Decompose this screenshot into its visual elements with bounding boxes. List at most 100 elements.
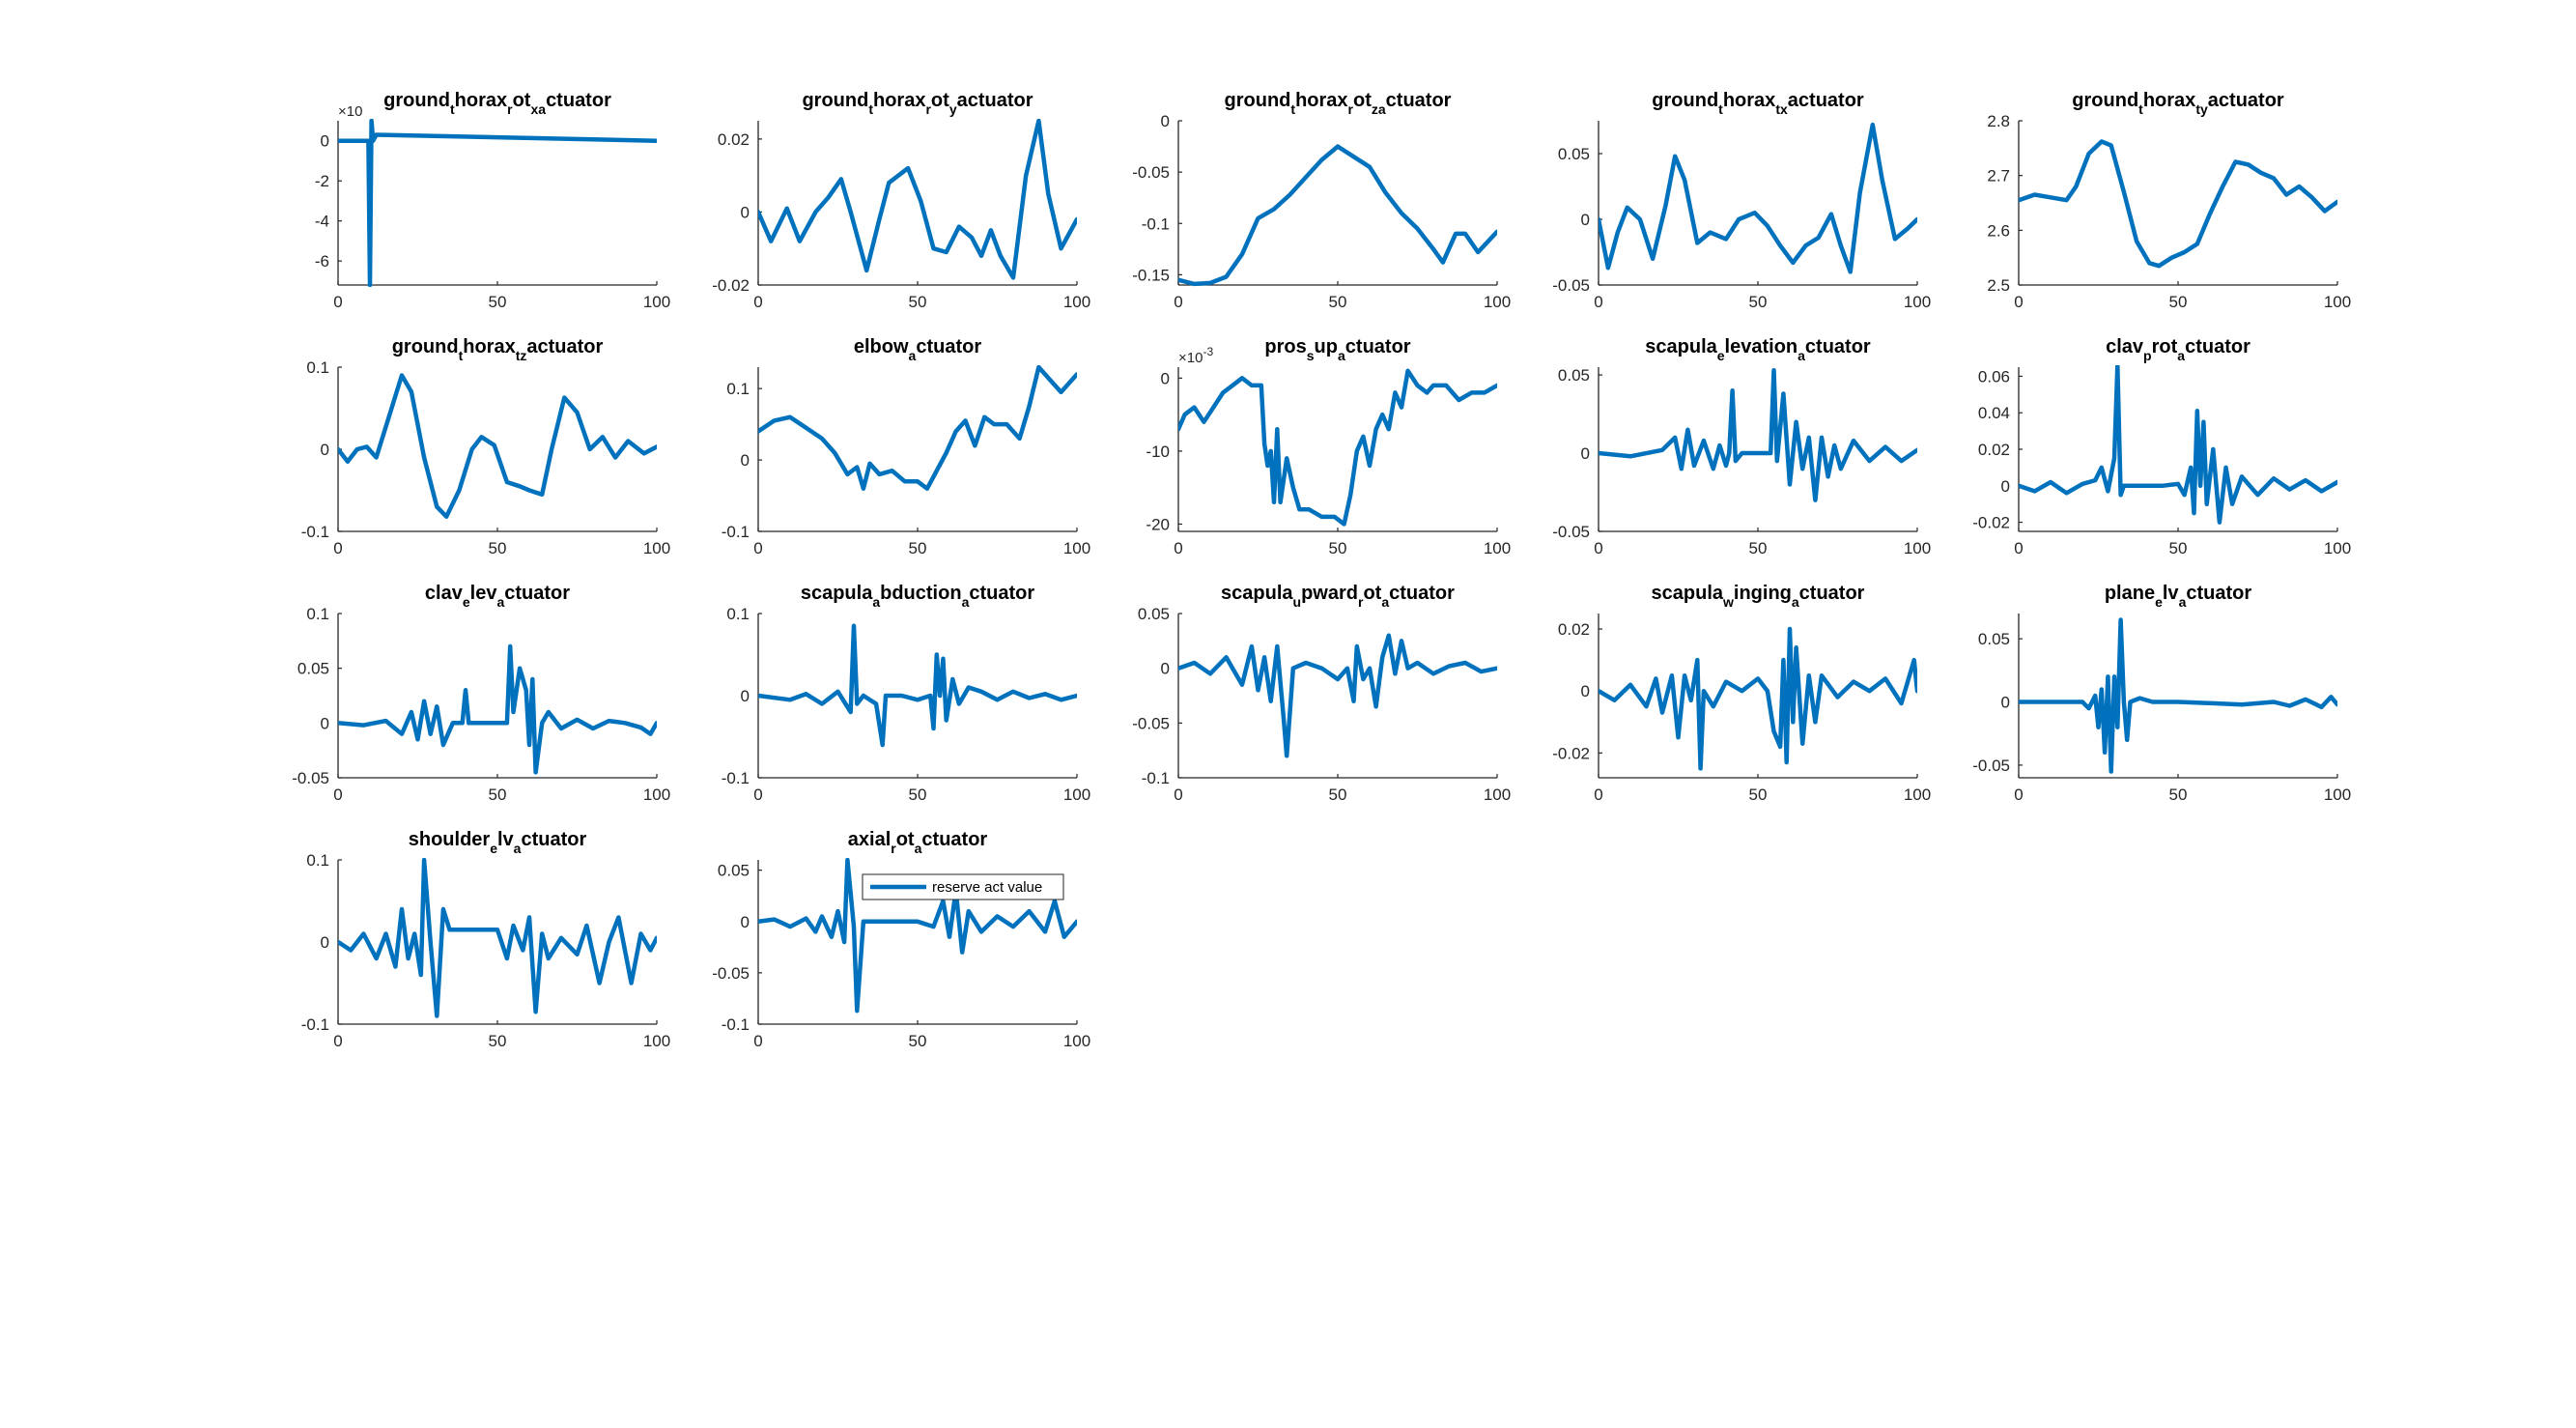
subplot-16: axialrotactuator 0 50 100 0.05 0 -0.05 -0.1 rese…: [712, 829, 1090, 1050]
x-tick-label: 100: [643, 539, 670, 557]
y-tick-label: 0.1: [306, 851, 329, 870]
title-part: s: [1307, 348, 1315, 363]
x-tick-label: 50: [909, 785, 927, 804]
x-tick-label: 50: [2169, 293, 2188, 311]
title-part: za: [1372, 101, 1386, 117]
title-part: a: [496, 594, 504, 610]
title-part: a: [1792, 594, 1799, 610]
title-part: a: [1788, 90, 1799, 111]
x-tick-label: 100: [1063, 293, 1090, 311]
y-tick-label: -20: [1146, 515, 1170, 533]
title-part: ground: [1225, 90, 1291, 111]
title-part: lv: [497, 829, 515, 850]
x-tick-label: 50: [489, 785, 507, 804]
title-part: p: [2143, 348, 2152, 363]
y-tick-label: 0.05: [1558, 366, 1590, 385]
title-part: t: [516, 348, 521, 363]
series-line: [338, 373, 657, 519]
series-line: [338, 858, 657, 1018]
subplot-title: scapulaabductionactuator: [801, 583, 1035, 610]
subplot-title: groundthoraxrotzactuator: [1225, 90, 1452, 117]
title-part: horax: [1295, 90, 1347, 111]
series-line: [1599, 367, 1917, 502]
x-tick-label: 0: [753, 293, 762, 311]
title-part: r: [1348, 101, 1354, 117]
series-line: [2019, 139, 2337, 269]
y-tick-label: 2.8: [1987, 112, 2010, 130]
title-part: ctuator: [1345, 336, 1411, 357]
x-tick-label: 0: [1174, 539, 1182, 557]
series-line: [1599, 626, 1917, 771]
x-tick-label: 0: [753, 539, 762, 557]
y-tick-label: 0.02: [1978, 441, 2010, 459]
subplot-title: shoulderelvactuator: [409, 829, 587, 856]
y-tick-label: -0.05: [1132, 163, 1170, 182]
y-tick-label: -4: [315, 213, 329, 231]
y-tick-label: 2.6: [1987, 221, 2010, 240]
title-part: horax: [463, 336, 515, 357]
x-tick-label: 100: [1063, 1032, 1090, 1050]
title-part: clav: [2106, 336, 2144, 357]
title-part: inging: [1734, 583, 1792, 604]
title-part: a: [2177, 348, 2185, 363]
x-tick-label: 50: [2169, 785, 2188, 804]
x-tick-label: 0: [2014, 539, 2023, 557]
y-tick-label: 0.1: [726, 605, 750, 623]
title-part: ground: [1652, 90, 1718, 111]
title-part: axial: [848, 829, 891, 850]
series-line: [2019, 617, 2337, 774]
title-part: t: [459, 348, 464, 363]
title-part: e: [2155, 594, 2163, 610]
x-tick-label: 50: [1749, 785, 1768, 804]
subplot-title: scapulawingingactuator: [1652, 583, 1865, 610]
title-part: a: [909, 348, 917, 363]
x-tick-label: 0: [333, 293, 342, 311]
y-tick-label: 0: [741, 451, 750, 470]
title-part: ctuator: [1389, 583, 1455, 604]
x-tick-label: 50: [489, 293, 507, 311]
title-part: r: [507, 101, 513, 117]
title-part: e: [463, 594, 470, 610]
y-tick-label: 0: [1161, 660, 1170, 678]
x-tick-label: 0: [1594, 785, 1602, 804]
title-part: ctuator: [521, 829, 586, 850]
title-part: ot: [513, 90, 531, 111]
title-part: ot: [1363, 583, 1381, 604]
x-tick-label: 100: [1484, 293, 1511, 311]
title-part: e: [1717, 348, 1725, 363]
y-tick-label: 0: [321, 132, 329, 151]
y-tick-label: 0: [741, 913, 750, 931]
title-part: a: [1338, 348, 1345, 363]
subplot-title: clavprotactuator: [2106, 336, 2250, 363]
title-part: ground: [392, 336, 459, 357]
title-part: pros: [1264, 336, 1306, 357]
title-part: e: [490, 841, 497, 856]
title-part: ctuator: [2186, 583, 2251, 604]
title-part: ot: [1353, 90, 1372, 111]
title-part: a: [957, 90, 969, 111]
x-tick-label: 100: [1904, 539, 1931, 557]
title-part: horax: [455, 90, 507, 111]
x-tick-label: 0: [333, 1032, 342, 1050]
title-part: t: [2138, 101, 2143, 117]
x-tick-label: 100: [1063, 539, 1090, 557]
subplot-12: scapulaupwardrotactuator 0 50 100 0.05 0 -0.05…: [1132, 583, 1511, 804]
title-part: y: [2200, 101, 2208, 117]
subplot-title: groundthoraxtzactuator: [392, 336, 604, 363]
title-part: r: [1358, 594, 1364, 610]
title-part: ctuator: [1798, 90, 1864, 111]
y-tick-label: 0.1: [306, 358, 329, 377]
title-part: ctuator: [2185, 336, 2250, 357]
y-tick-label: 0: [1161, 112, 1170, 130]
title-part: ctuator: [968, 90, 1033, 111]
x-tick-label: 0: [2014, 293, 2023, 311]
title-part: bduction: [880, 583, 961, 604]
x-tick-label: 50: [909, 1032, 927, 1050]
subplot-title: clavelevactuator: [425, 583, 570, 610]
y-tick-label: 0: [1581, 444, 1590, 463]
x-tick-label: 0: [1594, 539, 1602, 557]
